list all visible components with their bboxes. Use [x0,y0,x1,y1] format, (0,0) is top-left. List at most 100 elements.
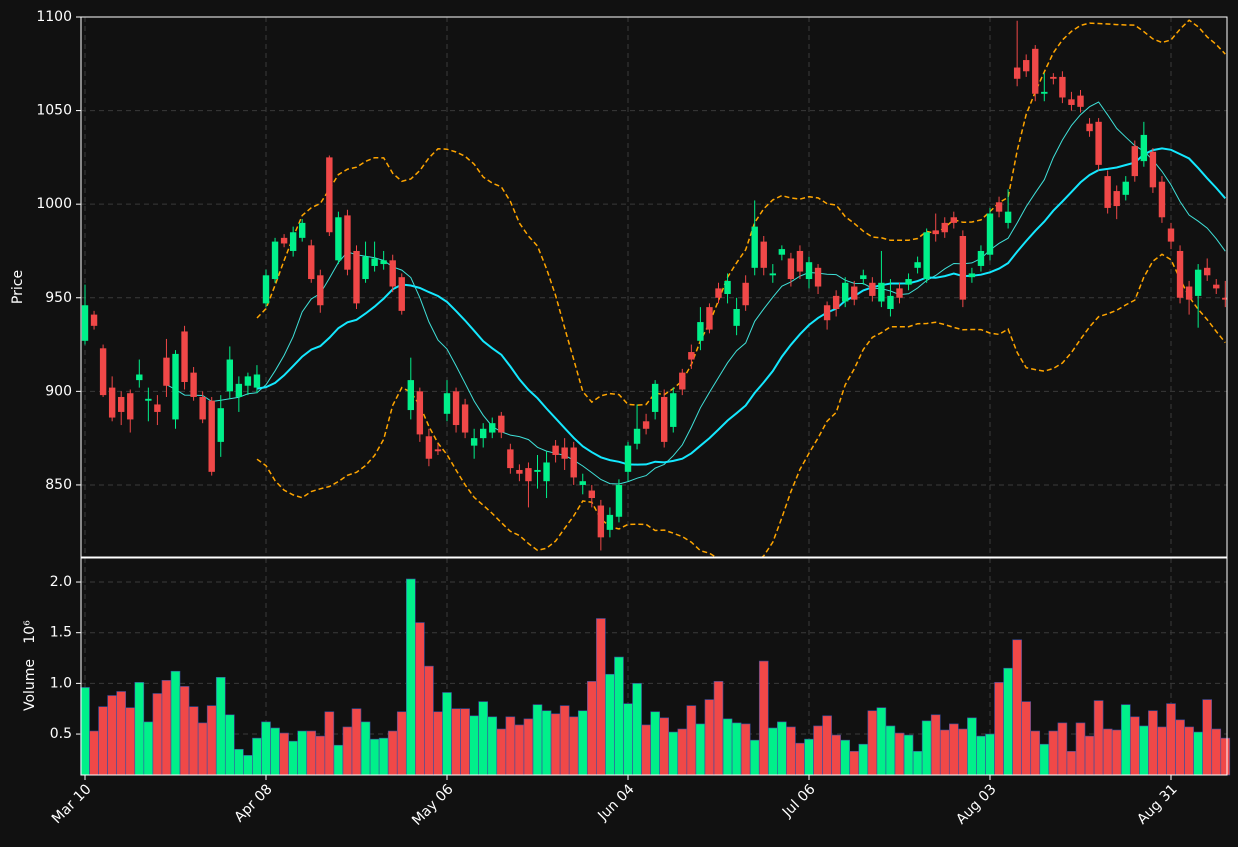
candle-body [344,215,351,270]
candle-body [633,428,641,444]
y-tick-label: 900 [45,383,72,399]
y-tick-label: 850 [45,477,72,493]
candle-body [353,250,360,304]
candle-body [986,213,994,255]
volume-bar [179,686,190,776]
volume-offset-label: 10⁶ [22,620,38,644]
candle-body [1158,181,1166,218]
candle-body [470,438,478,446]
volume-bar [478,701,489,776]
candle-body [760,241,767,268]
volume-bar [188,706,199,776]
volume-bar [460,708,470,776]
volume-bar [695,723,706,776]
volume-bar [722,718,733,776]
candle-body [416,391,424,435]
candle-body [154,404,161,412]
candle-body [489,423,496,433]
volume-bar [415,622,425,776]
volume-bar [1039,743,1050,776]
volume-bar [252,737,262,776]
volume-bar [731,722,742,776]
volume-bar [206,705,217,776]
candle-body [1068,99,1075,105]
volume-bar [831,734,841,776]
candle-body [127,393,134,420]
candle-body [851,286,858,300]
candle-body [461,404,469,433]
volume-bar [424,665,434,776]
candle-body [190,372,197,397]
volume-bar [550,713,561,776]
volume-bar [225,714,235,776]
volume-bar [170,670,181,776]
volume-bar [433,711,443,776]
volume-bar [315,735,326,776]
volume-bar [152,693,163,776]
candle-body [642,421,650,429]
candle-body [163,357,170,386]
volume-bar [487,716,498,776]
volume-bar [1021,701,1032,776]
volume-bar [840,739,851,776]
volume-bar [758,660,769,776]
candle-body [588,490,595,499]
candle-body [380,260,387,265]
volume-bar [297,730,308,776]
y-tick-label: 1.5 [50,625,72,641]
candle-body [244,376,252,386]
candle-body [624,445,632,472]
candle-body [968,273,976,278]
price-plot [81,19,1227,557]
volume-bar [143,721,154,776]
volume-bar [1093,700,1104,776]
volume-bar [1012,639,1022,776]
volume-bar [469,715,479,776]
candle-body [90,314,98,326]
volume-bar [930,714,941,776]
volume-bar [958,728,968,776]
candle-body [326,157,333,233]
candle-body [932,230,939,235]
volume-bar [541,710,552,776]
volume-bar [668,731,679,776]
volume-bar [813,725,823,776]
volume-bar [1102,728,1113,776]
candle-body [561,447,568,459]
candle-body [452,391,460,426]
candle-body [1086,123,1093,132]
volume-bar [1220,737,1231,776]
volume-bar [378,737,389,776]
volume-bar [740,723,751,776]
volume-bar [786,726,796,776]
volume-bar [279,732,289,776]
candle-body [887,295,894,309]
candle-body [796,250,804,272]
candle-body [498,415,505,433]
moving-average [256,147,1227,466]
candle-body [661,396,668,442]
volume-bar [985,733,995,776]
volume-bar [623,703,633,776]
volume-bar [1030,730,1041,776]
volume-bar [80,687,90,776]
candle-body [570,447,577,478]
volume-bar [876,707,887,776]
volume-bar [324,711,335,776]
candle-body [181,331,188,382]
volume-axis-label: Volume [22,659,38,711]
candle-body [1204,267,1211,276]
volume-bar [1084,735,1095,776]
volume-bar [351,708,362,776]
volume-bar [976,735,986,776]
volume-bar [994,682,1004,776]
candle-body [697,322,704,341]
candle-body [823,305,831,321]
candle-body [516,469,523,474]
volume-bar [614,656,624,776]
candle-body [579,481,586,485]
volume-bar [342,726,353,776]
volume-bar [161,680,172,776]
volume-bar [894,732,905,776]
